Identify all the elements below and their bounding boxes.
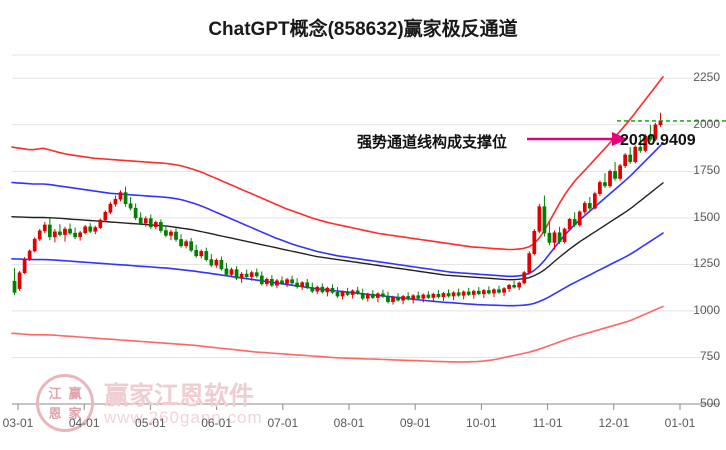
annotation-label: 强势通道线构成支撑位 — [357, 134, 508, 151]
y-axis-tick: 1000 — [693, 302, 720, 317]
x-axis-tick: 08-01 — [333, 416, 365, 430]
x-axis-tick: 07-01 — [267, 416, 299, 430]
y-axis-tick: 2000 — [693, 116, 720, 131]
y-axis-tick: 1500 — [693, 209, 720, 224]
y-axis-tick: 1750 — [693, 163, 720, 178]
x-axis-tick: 10-01 — [466, 416, 497, 430]
x-axis-tick: 09-01 — [399, 416, 431, 430]
x-axis-tick: 11-01 — [532, 416, 563, 430]
y-axis-tick: 750 — [699, 349, 720, 364]
page-title: ChatGPT概念(858632)赢家极反通道 — [208, 19, 518, 40]
x-axis-tick: 01-01 — [664, 416, 696, 430]
x-axis-tick: 03-01 — [2, 416, 34, 430]
y-axis-tick: 2250 — [693, 70, 720, 85]
current-price-label: 2020.9409 — [620, 132, 696, 149]
y-axis-tick: 500 — [699, 396, 720, 410]
x-axis-tick: 06-01 — [201, 416, 232, 430]
x-axis-tick: 05-01 — [135, 416, 166, 430]
x-axis-tick: 12-01 — [598, 416, 630, 430]
y-axis-tick: 1250 — [693, 256, 720, 271]
x-axis-tick: 04-01 — [68, 416, 100, 430]
